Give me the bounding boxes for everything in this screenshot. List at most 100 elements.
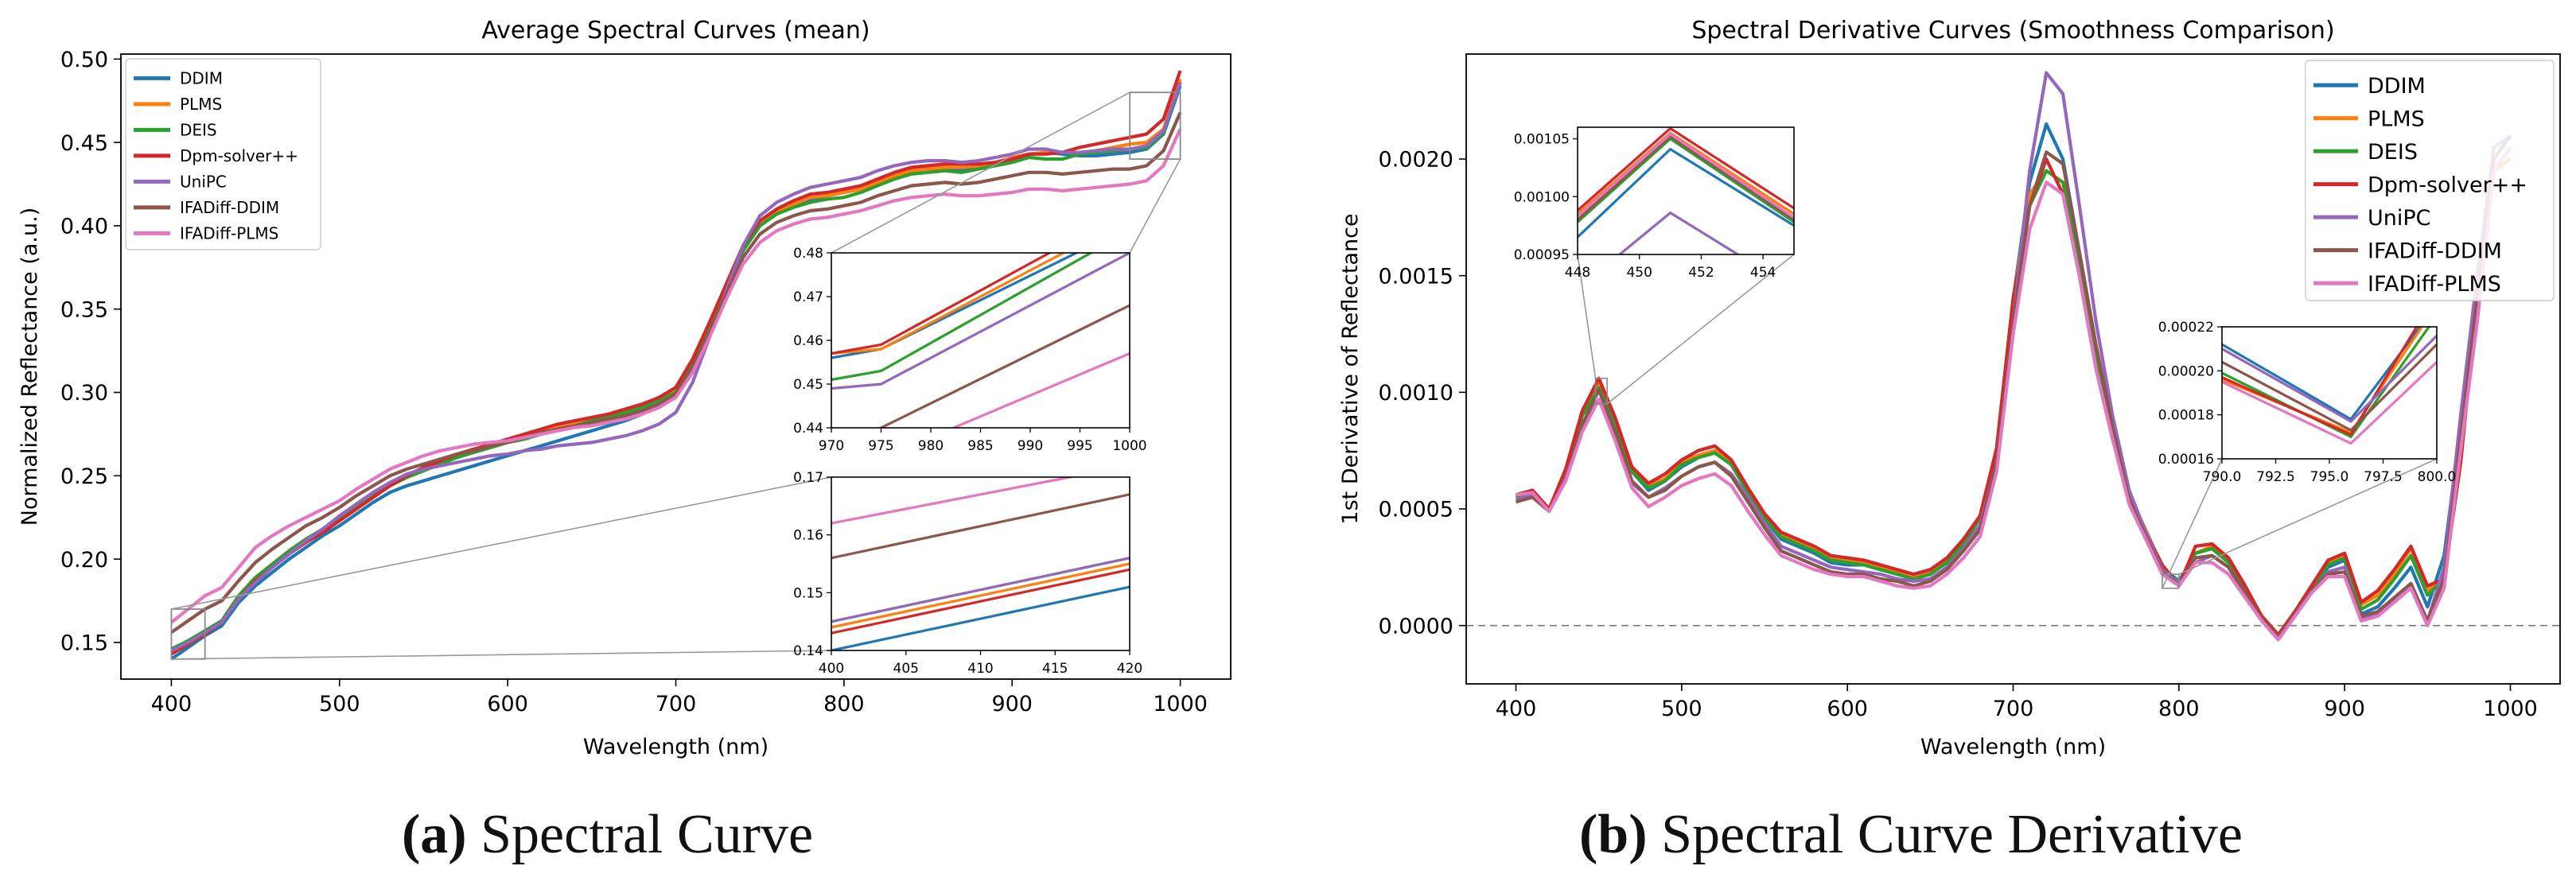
- chart-a-legend-label-ddim: DDIM: [180, 69, 223, 88]
- chart-a-inset-upper-line-dpm-solver-: [831, 253, 1053, 355]
- chart-a-zoom-connector: [171, 650, 832, 660]
- chart-a-lines: [170, 70, 1182, 661]
- chart-a-inset-upper-x-tick-label: 990: [1018, 438, 1043, 454]
- chart-b-zoom-connector: [1577, 254, 1597, 379]
- chart-a-inset-lower-y-tick-label: 0.15: [793, 585, 823, 601]
- chart-b-y-tick-label: 0.0005: [1379, 498, 1453, 522]
- chart-b-inset-right-y-tick-label: 0.00016: [2158, 452, 2214, 468]
- chart-b-inset-left-line-ifadiff-plms: [1578, 132, 1794, 219]
- chart-a-inset-upper-line-plms: [831, 253, 1067, 355]
- chart-b-inset-right-y-tick-label: 0.00018: [2158, 408, 2214, 424]
- caption-b-letter: (b): [1579, 804, 1648, 865]
- chart-b-inset-right-y-tick-label: 0.00020: [2158, 363, 2214, 379]
- chart-a-legend: DDIM PLMS DEIS Dpm-solver++ UniPC IFADiff-DDI…: [125, 58, 321, 250]
- chart-a-legend-label-unipc: UniPC: [180, 173, 227, 192]
- chart-b-x-tick-label: 400: [1496, 697, 1537, 721]
- chart-a-inset-lower-y-tick-label: 0.17: [793, 470, 823, 486]
- chart-b-x-tick-label: 900: [2324, 697, 2365, 721]
- chart-a-y-tick-label: 0.45: [60, 131, 108, 156]
- chart-a-inset-lower-x-tick-label: 420: [1117, 661, 1142, 677]
- chart-a-series-unipc: [170, 81, 1182, 653]
- chart-a-inset-upper-y-tick-label: 0.44: [793, 421, 823, 437]
- chart-a-inset-lower-frame: [831, 476, 1130, 651]
- chart-b-inset-left-x-tick-label: 450: [1626, 265, 1652, 281]
- chart-b-inset-left-frame: [1577, 126, 1795, 255]
- chart-b-inset-right-line-ifadiff-plms: [2222, 361, 2437, 445]
- chart-a-inset-lower-lines: [831, 477, 1130, 650]
- chart-b-inset-right-line-deis: [2222, 327, 2431, 439]
- chart-a-inset-upper-y-tick-label: 0.46: [793, 333, 823, 349]
- chart-b-inset-right-x-tick-label: 795.0: [2310, 469, 2349, 485]
- chart-a-x-tick-label: 700: [656, 692, 697, 716]
- chart-b-legend-box: [2305, 60, 2555, 301]
- chart-a-x-tick-label: 900: [991, 692, 1033, 716]
- chart-a-inset-upper-x-tick-label: 1000: [1112, 438, 1146, 454]
- chart-a-x-axis-label: Wavelength (nm): [583, 735, 769, 759]
- caption-a-letter: (a): [402, 804, 467, 865]
- chart-a-zoom-box: [1129, 91, 1181, 160]
- chart-a-inset-lower-line-ddim: [831, 585, 1130, 650]
- chart-b-legend-label-ifadiff-plms: IFADiff-PLMS: [2368, 272, 2501, 297]
- caption-a: (a) Spectral Curve: [402, 803, 813, 867]
- chart-a-inset-upper-lines: [831, 253, 1130, 428]
- chart-a-inset-upper-background: [831, 253, 1130, 428]
- chart-b-series-ifadiff-ddim: [1515, 134, 2512, 639]
- chart-a-x-tick-label: 400: [151, 692, 193, 716]
- chart-b-inset-right-y-tick-label: 0.00022: [2158, 320, 2214, 336]
- chart-a-series-ifadiff-ddim: [170, 111, 1182, 635]
- chart-a-inset-lower-x-tick-label: 400: [819, 661, 844, 677]
- chart-b-y-tick-label: 0.0015: [1379, 264, 1453, 289]
- chart-b-y-tick-label: 0.0010: [1379, 381, 1453, 406]
- chart-b-inset-left-y-tick-label: 0.00105: [1514, 132, 1570, 148]
- chart-a-frame: [120, 53, 1232, 680]
- chart-b-zoom-box: [2162, 573, 2180, 589]
- chart-b-legend-label-ifadiff-ddim: IFADiff-DDIM: [2368, 239, 2502, 263]
- chart-a-zoom-connector: [831, 91, 1130, 254]
- chart-b-zoom-connector: [2178, 458, 2438, 575]
- chart-b-zoom-box: [1594, 377, 1608, 405]
- chart-b-x-tick-label: 800: [2158, 697, 2200, 721]
- chart-a-title: Average Spectral Curves (mean): [481, 17, 870, 45]
- chart-b-zoom-connector: [1606, 254, 1795, 405]
- chart-b-zoom-indicators: [1577, 254, 2438, 589]
- chart-a-inset-upper-line-deis: [831, 253, 1094, 382]
- chart-b-inset-left: 448 450 452 454 0.00095 0.00100 0.00105: [1514, 126, 1795, 281]
- chart-a-zoom-indicators: [170, 91, 1181, 660]
- chart-b-title: Spectral Derivative Curves (Smoothness C…: [1691, 17, 2334, 45]
- chart-b-frame: [1465, 53, 2561, 685]
- chart-b-lines: [1515, 71, 2512, 642]
- chart-a-inset-upper-line-ifadiff-plms: [950, 352, 1130, 428]
- chart-b-inset-left-y-tick-label: 0.00100: [1514, 189, 1570, 205]
- chart-b-inset-right-x-tick-label: 797.5: [2364, 469, 2403, 485]
- chart-b-inset-right-line-unipc: [2222, 334, 2437, 423]
- chart-a-legend-label-ifadiff-plms: IFADiff-PLMS: [180, 224, 278, 243]
- chart-a-inset-lower-line-ifadiff-plms: [831, 477, 1077, 525]
- chart-b-inset-right-line-dpm-solver-: [2222, 327, 2418, 437]
- chart-b-inset-left-x-tick-label: 448: [1565, 265, 1590, 281]
- chart-b-y-tick-label: 0.0020: [1379, 148, 1453, 173]
- chart-b-inset-left-line-ifadiff-ddim: [1578, 134, 1794, 221]
- chart-a-series-ifadiff-plms: [170, 128, 1182, 624]
- chart-a-legend-label-plms: PLMS: [180, 95, 222, 114]
- chart-a-y-tick-label: 0.50: [60, 48, 108, 72]
- chart-a-inset-upper-line-unipc: [831, 253, 1130, 390]
- chart-a-x-tick-label: 600: [487, 692, 528, 716]
- chart-b-x-tick-label: 1000: [2483, 697, 2538, 721]
- chart-b-inset-right-frame: [2221, 326, 2438, 460]
- chart-a-y-tick-label: 0.30: [60, 381, 108, 406]
- chart-b-inset-left-line-ddim: [1578, 147, 1794, 239]
- chart-b-legend-label-unipc: UniPC: [2368, 206, 2431, 231]
- chart-a-legend-label-ifadiff-ddim: IFADiff-DDIM: [180, 198, 279, 217]
- chart-b-legend-label-plms: PLMS: [2368, 107, 2425, 131]
- chart-b-legend-label-dpm-solver-: Dpm-solver++: [2368, 173, 2527, 197]
- chart-a-inset-upper-frame: [831, 252, 1130, 429]
- chart-b-inset-right-x-tick-label: 792.5: [2256, 469, 2295, 485]
- chart-b-inset-left-line-deis: [1578, 137, 1794, 223]
- chart-a-inset-upper-line-ifadiff-ddim: [876, 304, 1130, 428]
- chart-a-inset-lower-x-tick-label: 410: [967, 661, 993, 677]
- chart-a-inset-upper-x-tick-label: 980: [918, 438, 944, 454]
- chart-b-inset-left-line-unipc: [1617, 211, 1741, 254]
- caption-b: (b) Spectral Curve Derivative: [1579, 803, 2243, 867]
- chart-a-series-dpm-solver-: [170, 70, 1182, 656]
